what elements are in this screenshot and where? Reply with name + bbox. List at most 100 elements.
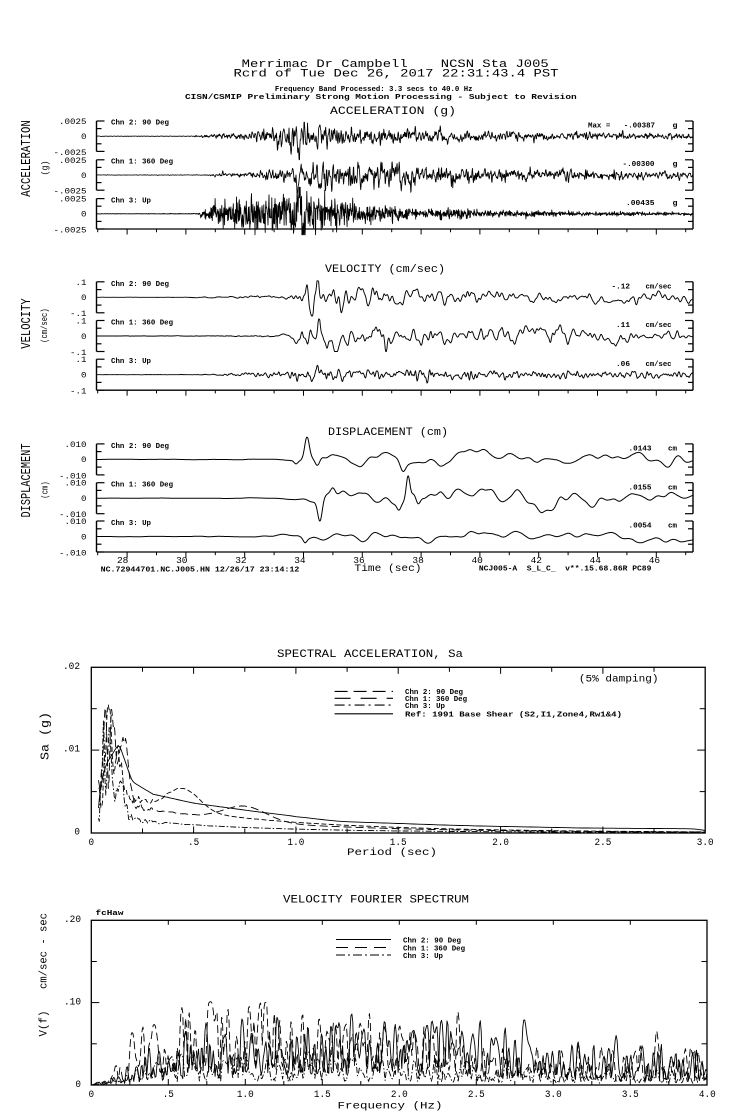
svg-text:3.0: 3.0 <box>697 838 714 849</box>
svg-text:.06: .06 <box>616 361 631 369</box>
svg-text:Sa (g): Sa (g) <box>39 712 53 760</box>
svg-text:fcHaw: fcHaw <box>96 910 125 918</box>
svg-text:Chn 2: 90 Deg: Chn 2: 90 Deg <box>111 281 169 289</box>
svg-text:.010: .010 <box>65 440 87 450</box>
svg-text:DISPLACEMENT (cm): DISPLACEMENT (cm) <box>328 427 448 439</box>
svg-text:DISPLACEMENT: DISPLACEMENT <box>19 444 35 518</box>
svg-text:0: 0 <box>74 827 80 838</box>
svg-text:40: 40 <box>471 555 483 566</box>
svg-text:Frequency Band Processed: 3.3: Frequency Band Processed: 3.3 secs to 40… <box>275 86 473 94</box>
svg-text:2.0: 2.0 <box>391 1090 408 1101</box>
svg-text:Chn 1: 360 Deg: Chn 1: 360 Deg <box>111 159 173 167</box>
svg-text:Chn 2: 90 Deg: Chn 2: 90 Deg <box>403 937 461 945</box>
svg-text:cm/sec: cm/sec <box>646 322 672 330</box>
svg-text:cm: cm <box>668 523 677 531</box>
svg-text:-.12: -.12 <box>612 283 631 291</box>
svg-text:cm/sec: cm/sec <box>646 283 672 291</box>
svg-text:Max = -.00387: Max = -.00387 <box>588 122 655 130</box>
svg-text:Ref: 1991 Base Shear (S2,I1,Zo: Ref: 1991 Base Shear (S2,I1,Zone4,Rw1&4) <box>405 712 622 720</box>
svg-text:38: 38 <box>412 555 424 566</box>
svg-text:32: 32 <box>235 555 247 566</box>
svg-text:.0025: .0025 <box>59 117 87 127</box>
svg-text:Chn 1: 360 Deg: Chn 1: 360 Deg <box>111 320 173 328</box>
svg-text:-.1: -.1 <box>70 387 87 397</box>
svg-text:.010: .010 <box>65 517 87 527</box>
svg-text:Chn 2: 90 Deg: Chn 2: 90 Deg <box>111 443 169 451</box>
svg-text:36: 36 <box>353 555 365 566</box>
svg-text:2.5: 2.5 <box>595 838 612 849</box>
svg-text:(cm): (cm) <box>41 481 51 499</box>
svg-text:-.010: -.010 <box>59 510 87 520</box>
svg-text:-.1: -.1 <box>70 309 87 319</box>
svg-text:Chn 2: 90 Deg: Chn 2: 90 Deg <box>111 120 169 128</box>
svg-text:Chn 3: Up: Chn 3: Up <box>111 358 151 366</box>
svg-text:30: 30 <box>176 555 188 566</box>
svg-text:.0155: .0155 <box>629 484 652 492</box>
svg-text:-.0025: -.0025 <box>54 225 87 235</box>
svg-text:.1: .1 <box>76 355 87 365</box>
svg-text:.0054: .0054 <box>629 523 652 531</box>
svg-text:ACCELERATION (g): ACCELERATION (g) <box>330 106 456 118</box>
svg-text:Chn 1: 360 Deg: Chn 1: 360 Deg <box>111 482 173 490</box>
svg-text:-.00300: -.00300 <box>623 161 655 169</box>
svg-text:(cm/sec): (cm/sec) <box>40 308 50 343</box>
svg-text:.0025: .0025 <box>59 195 87 205</box>
svg-text:0: 0 <box>81 293 87 303</box>
svg-text:0: 0 <box>89 838 95 849</box>
svg-text:1.5: 1.5 <box>314 1090 331 1101</box>
svg-text:44: 44 <box>590 555 602 566</box>
svg-text:.010: .010 <box>65 479 87 489</box>
svg-text:.0025: .0025 <box>59 156 87 166</box>
svg-text:g: g <box>673 122 679 130</box>
svg-text:CISN/CSMIP Preliminary Strong: CISN/CSMIP Preliminary Strong Motion Pro… <box>185 94 577 102</box>
svg-text:V(f): V(f) <box>39 1011 51 1037</box>
svg-text:g: g <box>673 161 679 169</box>
svg-text:.11: .11 <box>616 322 631 330</box>
svg-text:.02: .02 <box>63 662 80 673</box>
svg-text:1.5: 1.5 <box>390 838 407 849</box>
svg-text:3.0: 3.0 <box>545 1090 562 1101</box>
svg-text:Chn 3: Up: Chn 3: Up <box>111 520 151 528</box>
svg-text:1.0: 1.0 <box>237 1090 254 1101</box>
svg-text:(g): (g) <box>40 161 50 176</box>
svg-text:28: 28 <box>117 555 129 566</box>
svg-text:Chn 1: 360 Deg: Chn 1: 360 Deg <box>403 945 465 953</box>
svg-text:NC.72944701.NC.J005.HN 12/26/1: NC.72944701.NC.J005.HN 12/26/17 23:14:12 <box>101 567 300 575</box>
svg-text:0: 0 <box>81 171 87 181</box>
svg-text:0: 0 <box>81 332 87 342</box>
svg-text:0: 0 <box>81 132 87 142</box>
svg-text:.1: .1 <box>76 317 87 327</box>
svg-text:VELOCITY (cm/sec): VELOCITY (cm/sec) <box>325 264 445 276</box>
svg-text:cm/sec - sec: cm/sec - sec <box>39 913 51 989</box>
svg-text:4.0: 4.0 <box>699 1090 716 1101</box>
svg-text:ACCELERATION: ACCELERATION <box>19 120 35 197</box>
svg-text:Rcrd of Tue Dec 26, 2017 22:31: Rcrd of Tue Dec 26, 2017 22:31:43.4 PST <box>234 69 559 81</box>
svg-text:cm: cm <box>668 446 677 454</box>
svg-text:cm: cm <box>668 484 677 492</box>
svg-text:34: 34 <box>294 555 306 566</box>
svg-text:0: 0 <box>81 455 87 465</box>
svg-text:-.010: -.010 <box>59 548 87 558</box>
svg-text:0: 0 <box>81 532 87 542</box>
svg-text:.00435: .00435 <box>626 200 655 208</box>
svg-text:42: 42 <box>531 555 543 566</box>
svg-text:0: 0 <box>81 494 87 504</box>
svg-text:0: 0 <box>81 210 87 220</box>
svg-text:.01: .01 <box>63 745 80 756</box>
svg-text:Chn 3: Up: Chn 3: Up <box>403 953 443 961</box>
svg-text:-.1: -.1 <box>70 348 87 358</box>
svg-text:g: g <box>673 200 679 208</box>
svg-text:SPECTRAL ACCELERATION, Sa: SPECTRAL ACCELERATION, Sa <box>277 649 463 661</box>
svg-text:2.5: 2.5 <box>468 1090 485 1101</box>
svg-text:Period (sec): Period (sec) <box>347 847 437 859</box>
svg-text:Chn 3: Up: Chn 3: Up <box>111 197 151 205</box>
svg-text:0: 0 <box>89 1090 95 1101</box>
svg-text:cm/sec: cm/sec <box>646 361 672 369</box>
svg-text:46: 46 <box>649 555 661 566</box>
svg-text:.5: .5 <box>163 1090 174 1101</box>
svg-text:.0143: .0143 <box>629 446 652 454</box>
svg-text:(5% damping): (5% damping) <box>579 674 659 686</box>
svg-text:Chn 1: 360 Deg: Chn 1: 360 Deg <box>405 696 467 704</box>
svg-text:.5: .5 <box>188 838 199 849</box>
svg-text:.1: .1 <box>76 278 87 288</box>
